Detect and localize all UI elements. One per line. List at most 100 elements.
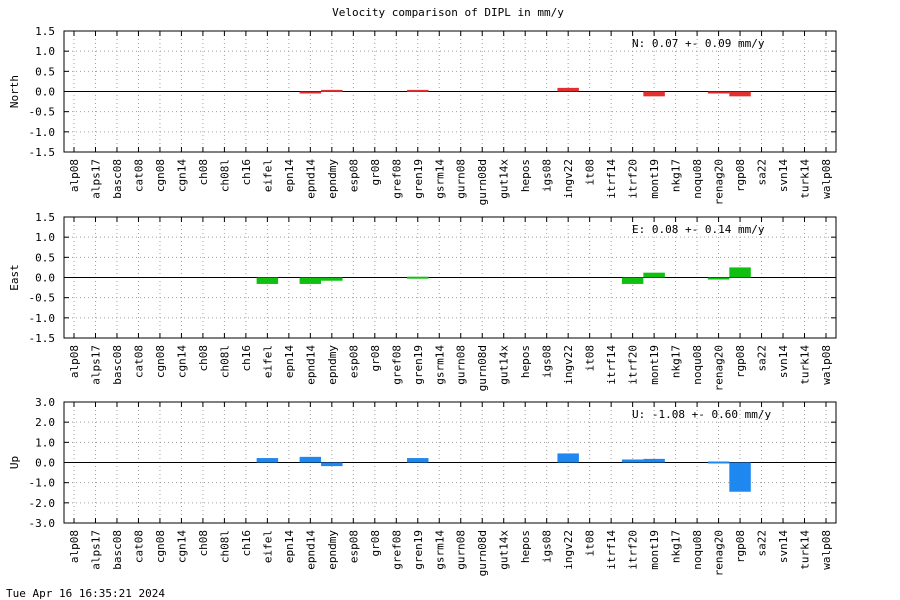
bar-gren19	[407, 458, 429, 463]
y-tick-label: 0.5	[35, 65, 55, 78]
bar-ingv22	[557, 87, 579, 92]
bar-epndmy	[321, 462, 343, 467]
x-tick-label: igs08	[541, 530, 554, 563]
x-tick-label: itrf14	[605, 345, 618, 385]
timestamp-label: Tue Apr 16 16:35:21 2024	[6, 587, 165, 600]
y-tick-label: -1.5	[29, 332, 56, 345]
x-tick-label: eifel	[261, 530, 274, 563]
y-tick-label: -1.0	[29, 126, 56, 139]
x-tick-label: epnd14	[304, 345, 317, 385]
x-tick-label: esp08	[347, 159, 360, 192]
y-tick-label: -3.0	[29, 517, 56, 530]
x-tick-label: epn14	[283, 530, 296, 563]
x-tick-label: cgn14	[175, 345, 188, 378]
x-tick-label: ch08l	[218, 159, 231, 192]
x-tick-label: turk14	[799, 345, 812, 385]
x-tick-label: gref08	[390, 345, 403, 385]
x-tick-label: itrf20	[627, 345, 640, 385]
bar-itrf20	[621, 459, 644, 463]
x-tick-label: ch08l	[218, 530, 231, 563]
bar-rgp08	[729, 91, 751, 97]
x-tick-label: hepos	[519, 345, 532, 378]
x-tick-label: epn14	[283, 345, 296, 378]
x-tick-label: sa22	[756, 345, 769, 372]
bar-mont19	[643, 91, 665, 97]
x-tick-label: walp08	[820, 345, 833, 385]
x-tick-label: gr08	[369, 345, 382, 372]
x-tick-label: gr08	[369, 159, 382, 186]
x-tick-label: esp08	[347, 345, 360, 378]
x-tick-label: itrf14	[605, 159, 618, 199]
x-tick-label: ch08	[197, 159, 210, 186]
x-tick-label: cgn14	[175, 530, 188, 563]
bar-mont19	[643, 458, 665, 463]
y-tick-label: 1.0	[35, 436, 55, 449]
x-tick-label: renag20	[713, 530, 726, 576]
x-tick-label: gsrm14	[433, 345, 446, 385]
x-tick-label: gut14x	[498, 159, 511, 199]
x-tick-label: gurn08	[455, 345, 468, 385]
x-tick-label: cat08	[132, 345, 145, 378]
x-tick-label: ingv22	[562, 159, 575, 199]
x-tick-label: gref08	[390, 159, 403, 199]
x-tick-label: it08	[584, 530, 597, 557]
bar-mont19	[643, 272, 665, 278]
x-tick-label: mont19	[648, 159, 661, 199]
x-tick-label: alp08	[68, 345, 81, 378]
y-tick-label: 1.5	[35, 211, 55, 224]
y-tick-label: 1.5	[35, 25, 55, 38]
y-tick-label: -1.5	[29, 146, 56, 159]
x-tick-label: walp08	[820, 159, 833, 199]
x-tick-label: it08	[584, 159, 597, 186]
x-tick-label: itrf14	[605, 530, 618, 570]
x-tick-label: alps17	[89, 345, 102, 385]
x-tick-label: basc08	[111, 530, 124, 570]
x-tick-label: esp08	[347, 530, 360, 563]
bar-renag20	[707, 277, 730, 280]
x-tick-label: svn14	[777, 530, 790, 563]
x-tick-label: turk14	[799, 530, 812, 570]
x-tick-label: rgp08	[734, 345, 747, 378]
bar-eifel	[256, 458, 279, 463]
y-axis-label: Up	[8, 456, 21, 469]
y-tick-label: -0.5	[29, 106, 56, 119]
x-tick-label: alps17	[89, 159, 102, 199]
x-tick-label: epnd14	[304, 159, 317, 199]
bar-epnd14	[299, 456, 322, 463]
x-tick-label: gren19	[412, 159, 425, 199]
bar-renag20	[707, 91, 730, 94]
x-tick-label: rgp08	[734, 159, 747, 192]
bar-epndmy	[321, 277, 343, 281]
x-tick-label: cat08	[132, 530, 145, 563]
x-tick-label: noqu08	[691, 159, 704, 199]
x-tick-label: renag20	[713, 159, 726, 205]
y-tick-label: -1.0	[29, 312, 56, 325]
x-tick-label: alp08	[68, 530, 81, 563]
chart-title: Velocity comparison of DIPL in mm/y	[332, 6, 564, 19]
x-tick-label: epndmy	[326, 345, 339, 385]
bar-renag20	[707, 461, 730, 464]
y-axis-label: North	[8, 75, 21, 108]
x-tick-label: ch16	[240, 345, 253, 372]
bar-ingv22	[557, 453, 579, 463]
x-tick-label: alp08	[68, 159, 81, 192]
x-tick-label: gut14x	[498, 345, 511, 385]
panel-east: -1.5 -1.0 -0.5 0.0 0.5 1.0 1.5 alp08 alps17 basc0…	[8, 211, 837, 391]
x-tick-label: turk14	[799, 159, 812, 199]
x-tick-label: epn14	[283, 159, 296, 192]
x-tick-label: igs08	[541, 159, 554, 192]
x-tick-label: walp08	[820, 530, 833, 570]
y-tick-label: 1.0	[35, 45, 55, 58]
y-tick-label: -2.0	[29, 497, 56, 510]
plot-frame	[63, 30, 837, 153]
x-tick-label: basc08	[111, 159, 124, 199]
x-tick-label: ch16	[240, 159, 253, 186]
y-axis-label: East	[8, 264, 21, 291]
bar-gren19	[407, 89, 429, 92]
x-tick-label: eifel	[261, 159, 274, 192]
x-tick-label: it08	[584, 345, 597, 372]
x-tick-label: ch08	[197, 530, 210, 557]
x-tick-label: gr08	[369, 530, 382, 557]
x-tick-label: sa22	[756, 159, 769, 186]
